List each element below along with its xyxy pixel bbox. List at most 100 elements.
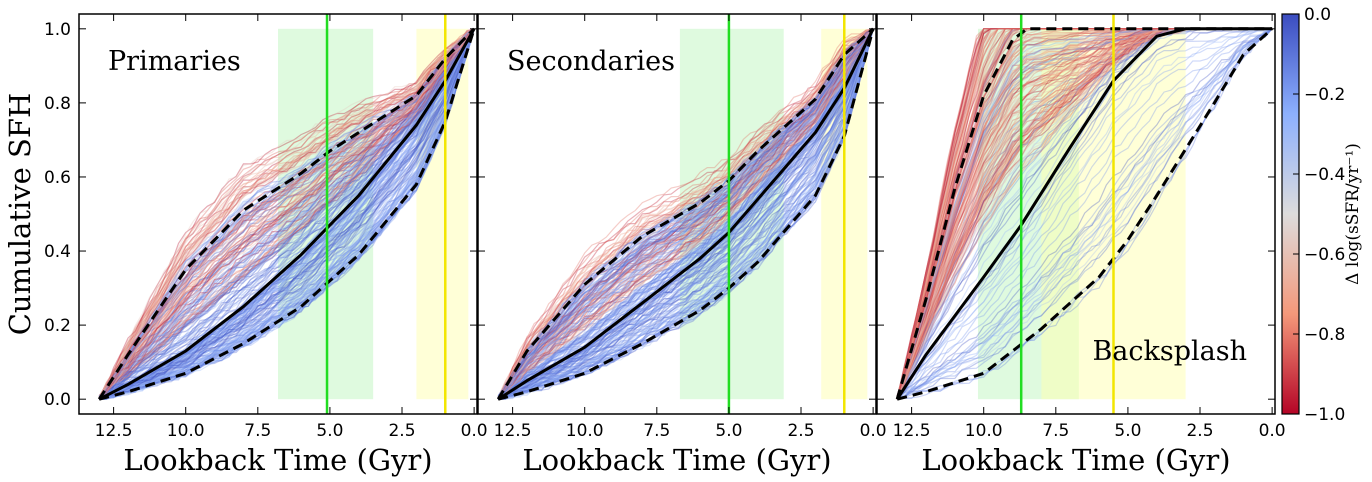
sfh-track-line [896,28,1273,400]
sfh-track-line [98,28,475,400]
sfh-track-line [498,28,874,399]
sfh-track-line [99,28,475,398]
sfh-track-line [497,28,874,400]
colorbar-tick-label: −0.2 [1304,85,1345,105]
sfh-track-line [99,28,475,398]
x-tick-label: 10.0 [566,421,604,441]
sfh-track-line [497,28,874,398]
sfh-track-line [897,28,1273,400]
sfh-track-line [497,28,874,397]
sfh-track-line [497,28,874,399]
sfh-track-line [98,28,475,400]
sfh-track-line [497,28,874,398]
sfh-track-line [497,28,874,400]
sfh-track-line [99,28,475,400]
sfh-track-line [98,28,475,400]
sfh-track-line [497,28,874,398]
sfh-track-line [98,28,475,397]
sfh-track-line [497,28,874,400]
sfh-track-line [98,28,475,400]
sfh-track-line [98,28,475,399]
colorbar: 0.0 −0.2 −0.4 −0.6 −0.8 −1.0 Δ log(sSFR/yr⁻¹) [1281,5,1363,425]
sfh-track-line [497,28,874,397]
sfh-track-line [98,28,475,400]
colorbar-gradient [1281,13,1300,415]
sfh-track-line [497,28,874,400]
sfh-track-line [497,28,874,400]
sfh-track-line [498,28,874,400]
sfh-track-line [497,28,874,400]
sfh-track-line [497,28,874,399]
sfh-track-line [99,28,475,397]
sfh-track-line [897,28,1273,400]
sfh-track-line [897,28,1273,400]
sfh-track-line [98,28,475,399]
sfh-track-line [497,28,874,400]
sfh-track-line [98,28,475,400]
sfh-track-line [497,28,874,400]
sfh-track-line [896,28,1273,400]
sfh-track-line [99,28,475,400]
sfh-track-line [498,28,874,400]
sfh-track-line [98,28,475,400]
sfh-track-line [498,28,874,397]
sfh-track-line [98,28,475,400]
sfh-track-line [497,28,874,400]
x-tick-label: 7.5 [244,421,271,441]
bands [278,28,469,400]
sfh-track-line [497,28,874,398]
y-tick-label: 0.2 [44,316,71,336]
sfh-track-line [98,28,475,400]
sfh-track-line [98,28,475,399]
sfh-track-line [98,28,475,400]
sfh-track-line [497,28,874,400]
sfh-track-line [497,28,874,400]
sfh-track-line [98,28,475,400]
sfh-track-line [99,28,475,400]
sfh-track-line [99,28,475,400]
sfh-track-line [497,28,874,400]
sfh-track-line [497,28,874,400]
sfh-track-line [98,28,475,400]
sfh-track-line [897,28,1273,397]
sfh-track-line [497,28,874,398]
sfh-track-line [99,28,475,398]
x-tick-label: 7.5 [643,421,670,441]
sfh-track-line [99,28,475,400]
y-axis-label: Cumulative SFH [3,93,37,336]
sfh-track-line [98,28,475,400]
sfh-track-line [497,28,874,399]
sfh-track-line [98,28,475,400]
sfh-track-line [98,28,475,400]
sfh-track-line [98,28,475,399]
track-lines [98,28,475,400]
sfh-track-line [98,28,475,398]
sfh-track-line [98,28,475,400]
sfh-track-line [98,28,475,398]
x-tick-label: 12.5 [95,421,133,441]
sfh-track-line [497,28,874,398]
sfh-track-line [896,28,1273,400]
sfh-track-line [497,28,874,400]
sfh-track-line [98,28,475,400]
sfh-track-line [497,28,874,398]
sfh-track-line [98,28,475,400]
sfh-track-line [497,28,874,400]
sfh-track-line [497,28,874,400]
sfh-track-line [896,28,1273,400]
sfh-track-line [98,28,475,397]
sfh-track-line [98,28,475,397]
sfh-track-line [896,28,1273,399]
percentile-16-line [497,28,875,401]
sfh-track-line [98,28,475,400]
sfh-track-line [497,28,874,400]
sfh-track-line [98,28,475,400]
sfh-track-line [497,28,874,400]
sfh-track-line [98,28,475,400]
sfh-track-line [98,28,475,398]
sfh-track-line [497,28,874,400]
axis-ticks: 12.5 10.0 7.5 5.0 2.5 0.0 [877,14,1286,441]
sfh-track-line [98,28,475,399]
median-line [497,28,875,401]
sfh-track-line [98,28,475,400]
